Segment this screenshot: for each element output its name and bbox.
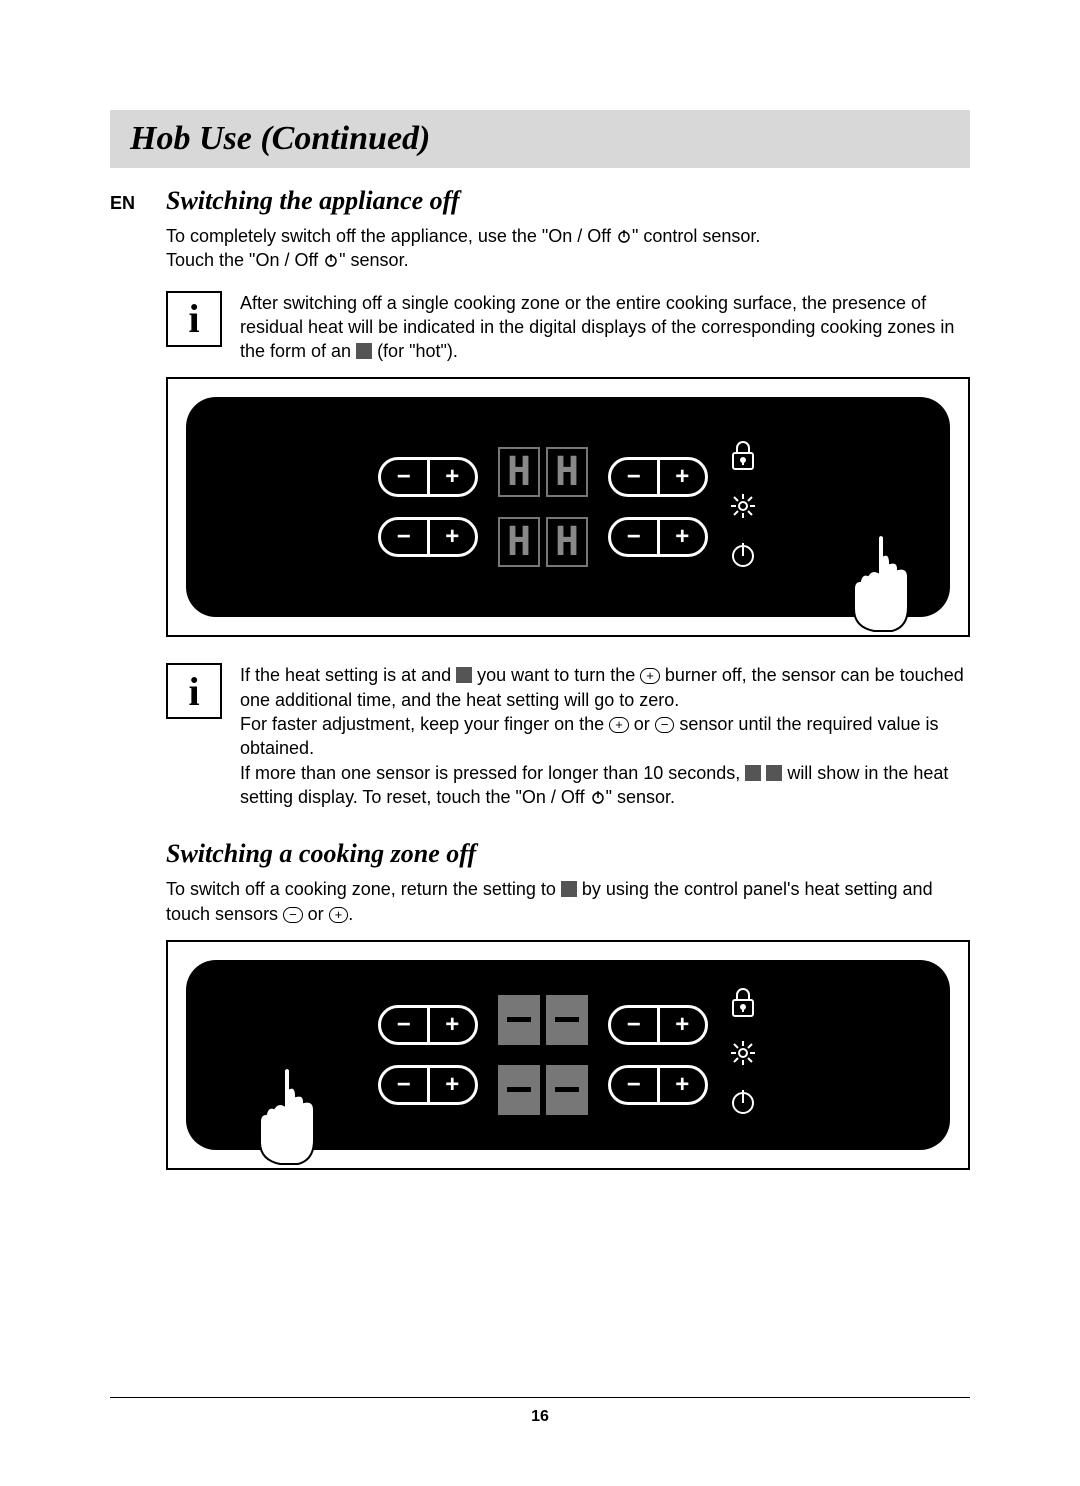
block-icon: [766, 765, 782, 781]
level-indicator-icon: [456, 667, 472, 683]
power-icon: [728, 1086, 758, 1123]
minus-pill-icon: −: [655, 717, 675, 733]
page-number: 16: [110, 1408, 970, 1426]
minus-plus-button: −+: [608, 1065, 708, 1105]
plus-pill-icon: +: [609, 717, 629, 733]
minus-plus-button: −+: [608, 1005, 708, 1045]
seg-display-dash: [546, 1065, 588, 1115]
info-text: After switching off a single cooking zon…: [240, 291, 970, 364]
minus-plus-button: −+: [608, 517, 708, 557]
seg-display: H: [498, 447, 540, 497]
heat-icon: [729, 1039, 757, 1074]
body-paragraph: To completely switch off the appliance, …: [166, 224, 970, 273]
body-paragraph: To switch off a cooking zone, return the…: [166, 877, 970, 926]
display-row: H H: [498, 447, 588, 497]
seg-display-dash: [546, 995, 588, 1045]
power-icon: [323, 250, 339, 270]
power-icon: [590, 787, 606, 807]
power-icon: [728, 539, 758, 576]
hand-pointer-icon: [840, 527, 920, 637]
seg-display: H: [498, 517, 540, 567]
seg-display-dash: [498, 995, 540, 1045]
minus-plus-button: −+: [608, 457, 708, 497]
minus-plus-button: −+: [378, 1005, 478, 1045]
block-icon: [745, 765, 761, 781]
display-row: [498, 1065, 588, 1115]
info-icon: i: [166, 663, 222, 719]
seg-display-dash: [498, 1065, 540, 1115]
lock-icon: [728, 439, 758, 480]
seg-display: H: [546, 447, 588, 497]
page-title: Hob Use (Continued): [130, 120, 430, 157]
minus-plus-button: −+: [378, 1065, 478, 1105]
plus-pill-icon: +: [640, 668, 660, 684]
seg-display: H: [546, 517, 588, 567]
control-panel-figure-1: −+ −+ H H H H −+ −+: [166, 377, 970, 637]
minus-plus-button: −+: [378, 517, 478, 557]
minus-pill-icon: −: [283, 907, 303, 923]
section-title-switch-appliance-off: Switching the appliance off: [166, 186, 460, 216]
plus-pill-icon: +: [329, 907, 349, 923]
hand-pointer-icon: [246, 1060, 326, 1170]
display-row: H H: [498, 517, 588, 567]
level-indicator-icon: [561, 881, 577, 897]
minus-plus-button: −+: [378, 457, 478, 497]
info-icon: i: [166, 291, 222, 347]
control-panel-figure-2: −+ −+ −+ −+: [166, 940, 970, 1170]
language-tag: EN: [110, 193, 156, 214]
page-title-bar: Hob Use (Continued): [110, 110, 970, 168]
display-row: [498, 995, 588, 1045]
lock-icon: [728, 986, 758, 1027]
info-text: If the heat setting is at and you want t…: [240, 663, 970, 809]
hot-indicator-icon: [356, 343, 372, 359]
heat-icon: [729, 492, 757, 527]
power-icon: [616, 226, 632, 246]
section-title-switch-zone-off: Switching a cooking zone off: [166, 839, 476, 869]
